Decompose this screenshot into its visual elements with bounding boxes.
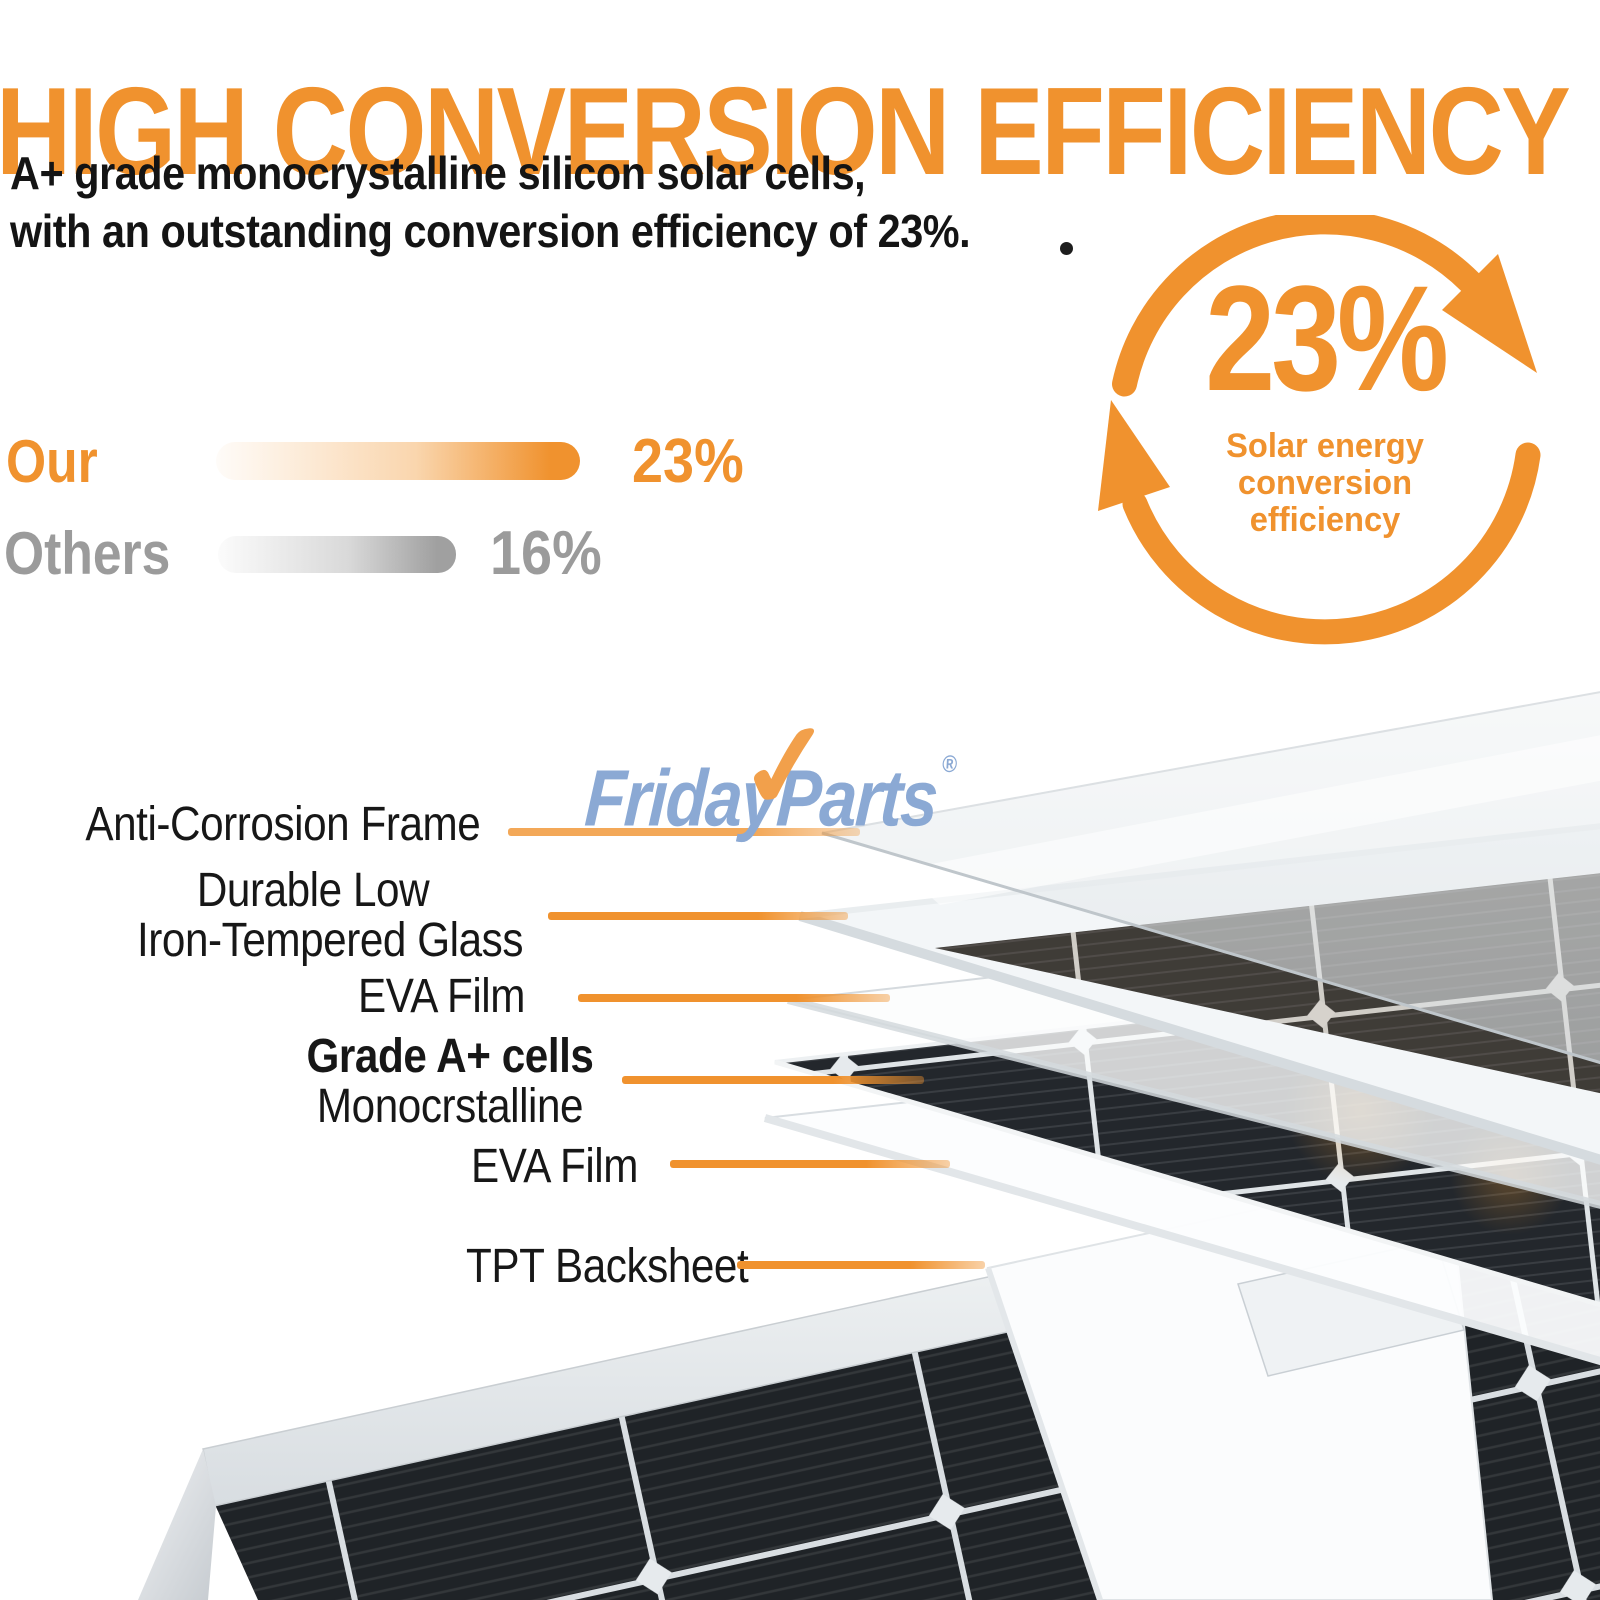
label-text: Durable Low (196, 864, 430, 917)
subtitle: A+ grade monocrystalline silicon solar c… (10, 144, 971, 260)
efficiency-comparison-chart: Our 23% Others 16% (0, 420, 760, 590)
cycle-arrow-bottom-head-icon (1098, 400, 1170, 511)
cycle-arrow-bottom-icon (1122, 442, 1541, 645)
label-text: EVA Film (357, 970, 525, 1023)
bar-value-our: 23% (632, 427, 744, 496)
label-text: Monocrstalline (316, 1080, 584, 1133)
efficiency-badge-arrows (1098, 215, 1541, 645)
badge-caption-line-1: Solar energy (1226, 427, 1424, 465)
cycle-arrow-top-head-icon (1442, 254, 1537, 373)
label-text: Anti-Corrosion Frame (85, 798, 481, 851)
label-text: Grade A+ cells (306, 1030, 594, 1083)
leader-line-frame (508, 828, 860, 836)
leader-line-eva-top (578, 994, 890, 1002)
leader-line-eva-bottom (670, 1160, 950, 1168)
badge-caption-line-2: conversion (1237, 464, 1413, 502)
bar-label-our: Our (6, 428, 98, 495)
badge-caption: Solar energy conversion efficiency (1104, 428, 1546, 539)
badge-caption-line-3: efficiency (1249, 501, 1401, 539)
subtitle-line-2: with an outstanding conversion efficienc… (10, 205, 971, 257)
label-text: TPT Backsheet (466, 1240, 749, 1293)
subtitle-line-1: A+ grade monocrystalline silicon solar c… (10, 147, 866, 199)
page-title: HIGH CONVERSION EFFICIENCY (0, 63, 1571, 202)
label-text: Iron-Tempered Glass (137, 914, 524, 967)
label-eva-film-bottom: EVA Film (374, 1142, 638, 1192)
bar-our (216, 442, 580, 480)
bar-value-others: 16% (490, 519, 602, 588)
label-anti-corrosion-frame: Anti-Corrosion Frame (85, 798, 481, 851)
logo-check-icon: ✓ (730, 696, 843, 838)
bar-label-others: Others (4, 520, 171, 587)
badge-value: 23% (1205, 254, 1449, 422)
label-tpt-backsheet: TPT Backsheet (466, 1240, 749, 1293)
label-eva-film-top: EVA Film (261, 972, 525, 1022)
label-iron-tempered-glass: Durable Low Iron-Tempered Glass (137, 864, 524, 967)
leader-line-glass (548, 912, 848, 920)
bar-others (218, 536, 456, 573)
anti-corrosion-frame-sheet (821, 691, 1600, 1065)
label-grade-a-cells: Grade A+ cells Monocrstalline (274, 1032, 626, 1132)
assembled-panel-corner-cap (138, 1449, 216, 1600)
registered-trademark-icon: ® (941, 751, 956, 778)
label-text: EVA Film (470, 1140, 638, 1193)
badge-dot (1060, 242, 1073, 255)
cycle-arrow-top-icon (1112, 215, 1483, 397)
logo-text-frida: Frida (582, 753, 744, 843)
leader-line-cells (622, 1076, 924, 1084)
leader-line-backsheet (737, 1261, 985, 1269)
